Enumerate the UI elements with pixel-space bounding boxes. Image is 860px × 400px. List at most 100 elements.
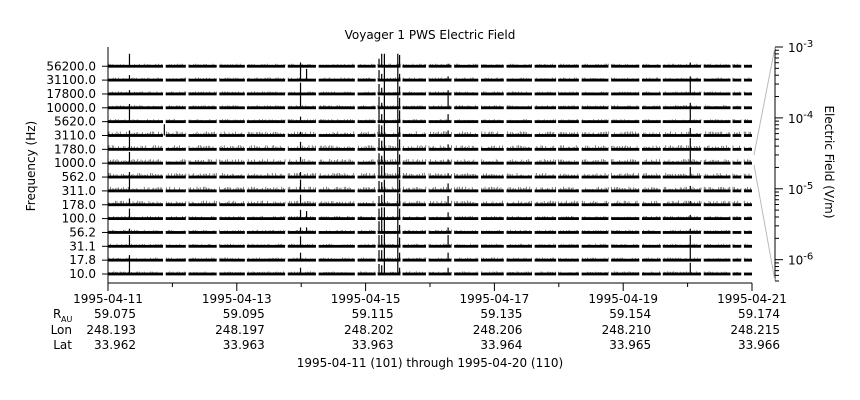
trace-baseline [287, 106, 316, 110]
colorbar-tick-label: 10-4 [788, 110, 813, 126]
trace-baseline [402, 272, 426, 276]
trace-baseline [188, 134, 217, 137]
trace-baseline [581, 120, 609, 124]
trace-baseline [108, 134, 164, 137]
trace-baseline [662, 175, 702, 179]
trace-baseline [480, 120, 504, 124]
trace-baseline [506, 120, 532, 124]
trace-baseline [188, 231, 217, 234]
trace-baseline [703, 92, 731, 96]
y-tick-label: 56200.0 [46, 59, 96, 73]
trace-baseline [108, 106, 164, 110]
trace-baseline [188, 272, 217, 276]
trace-baseline [219, 64, 245, 68]
trace-baseline [377, 272, 401, 276]
trace-baseline [732, 92, 742, 96]
trace-baseline [732, 64, 742, 68]
trace-baseline [662, 244, 702, 248]
trace-baseline [108, 92, 164, 96]
trace-noise [108, 119, 751, 121]
trace-baseline [480, 161, 504, 165]
trace-noise [108, 186, 751, 190]
trace-baseline [641, 106, 661, 110]
trace-baseline [318, 244, 355, 248]
trace-baseline [611, 161, 640, 165]
y-tick-label: 17.8 [69, 253, 96, 267]
trace-baseline [246, 258, 286, 262]
trace-baseline [428, 175, 452, 179]
trace-baseline [377, 189, 401, 193]
trace-baseline [534, 92, 557, 96]
trace-baseline [357, 272, 376, 276]
trace-baseline [188, 64, 217, 68]
trace-baseline [428, 161, 452, 165]
trace-baseline [743, 258, 752, 262]
trace-baseline [703, 161, 731, 165]
trace-baseline [246, 189, 286, 193]
trace-baseline [165, 161, 186, 165]
trace-baseline [480, 217, 504, 220]
channel-trace-56200.0 [108, 63, 752, 68]
trace-noise [108, 91, 751, 93]
trace-baseline [246, 272, 286, 276]
trace-baseline [611, 244, 640, 248]
trace-baseline [287, 78, 316, 82]
trace-baseline [318, 189, 355, 193]
trace-baseline [318, 134, 355, 137]
trace-baseline [480, 134, 504, 137]
trace-baseline [506, 161, 532, 165]
trace-baseline [357, 217, 376, 220]
trace-baseline [318, 217, 355, 220]
trace-baseline [558, 106, 579, 110]
trace-baseline [732, 147, 742, 151]
trace-baseline [581, 175, 609, 179]
trace-baseline [108, 175, 164, 179]
trace-baseline [743, 134, 752, 137]
trace-baseline [165, 64, 186, 68]
trace-baseline [732, 258, 742, 262]
trace-baseline [428, 258, 452, 262]
trace-baseline [581, 161, 609, 165]
trace-baseline [219, 258, 245, 262]
trace-baseline [287, 161, 316, 165]
trace-baseline [108, 258, 164, 262]
trace-baseline [703, 272, 731, 276]
trace-baseline [641, 147, 661, 151]
trace-baseline [732, 161, 742, 165]
trace-baseline [246, 134, 286, 137]
trace-baseline [611, 92, 640, 96]
trace-baseline [534, 147, 557, 151]
trace-baseline [641, 244, 661, 248]
trace-baseline [732, 203, 742, 207]
trace-baseline [558, 78, 579, 82]
ephemeris-lat-value: 33.962 [94, 338, 136, 352]
trace-baseline [454, 203, 479, 207]
y-tick-label: 100.0 [62, 212, 96, 226]
trace-baseline [611, 78, 640, 82]
trace-baseline [743, 161, 752, 165]
trace-baseline [188, 258, 217, 262]
trace-baseline [108, 120, 164, 124]
trace-baseline [219, 175, 245, 179]
trace-baseline [454, 258, 479, 262]
trace-baseline [377, 134, 401, 137]
channel-trace-100.0 [108, 216, 752, 220]
trace-baseline [108, 272, 164, 276]
trace-baseline [506, 272, 532, 276]
trace-baseline [703, 78, 731, 82]
trace-baseline [246, 244, 286, 248]
trace-baseline [641, 64, 661, 68]
trace-baseline [428, 217, 452, 220]
trace-baseline [732, 189, 742, 193]
trace-baseline [662, 92, 702, 96]
trace-baseline [743, 147, 752, 151]
trace-baseline [506, 64, 532, 68]
trace-baseline [454, 64, 479, 68]
channel-trace-178.0 [108, 200, 752, 207]
trace-baseline [219, 189, 245, 193]
trace-baseline [377, 175, 401, 179]
trace-baseline [246, 106, 286, 110]
trace-baseline [743, 175, 752, 179]
trace-noise [108, 229, 751, 232]
trace-baseline [534, 244, 557, 248]
